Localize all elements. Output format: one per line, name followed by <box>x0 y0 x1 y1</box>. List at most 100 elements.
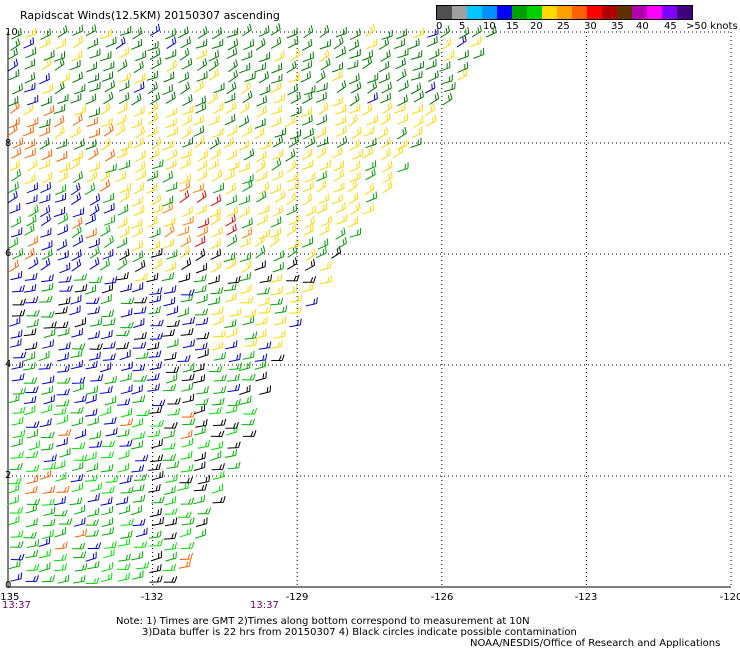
wind-barb <box>86 61 98 73</box>
wind-barb <box>194 342 208 351</box>
wind-barb <box>241 418 256 426</box>
wind-barb <box>194 528 207 539</box>
wind-barb <box>9 506 24 514</box>
wind-barb <box>470 36 482 47</box>
wind-barb <box>11 416 24 426</box>
wind-barb <box>196 71 208 82</box>
wind-barb <box>7 495 19 506</box>
wind-barb <box>10 541 24 548</box>
wind-barb <box>99 179 111 192</box>
wind-barb <box>115 123 126 137</box>
wind-barb <box>132 518 146 527</box>
wind-barb <box>243 148 255 161</box>
wind-barb <box>26 159 38 172</box>
y-tick-label: 10 <box>5 27 18 38</box>
wind-barb <box>182 205 193 218</box>
wind-barb <box>74 105 87 116</box>
wind-barb <box>151 57 162 70</box>
wind-barb <box>242 350 255 360</box>
wind-barb <box>194 235 206 248</box>
wind-barb <box>146 272 159 283</box>
wind-barb <box>146 70 158 81</box>
wind-barb <box>304 258 316 271</box>
wind-barb <box>180 173 191 185</box>
wind-barb <box>182 417 196 426</box>
wind-barb <box>74 394 87 403</box>
wind-barb <box>164 542 177 551</box>
wind-barb <box>381 29 393 40</box>
y-tick-label: 8 <box>5 138 12 149</box>
wind-barb <box>120 486 134 494</box>
wind-barb <box>212 27 223 40</box>
wind-barb <box>197 217 209 229</box>
wind-barb <box>149 23 161 37</box>
wind-barb <box>162 84 173 96</box>
wind-barb <box>41 149 53 161</box>
wind-barb <box>179 47 190 61</box>
wind-barb <box>120 384 133 395</box>
wind-barb <box>149 361 162 371</box>
wind-barb <box>302 51 314 63</box>
wind-barb <box>101 283 113 294</box>
wind-barb <box>162 429 175 439</box>
wind-barb <box>331 246 342 259</box>
wind-barb <box>258 51 271 63</box>
wind-barb <box>55 306 68 315</box>
wind-barb <box>441 37 452 50</box>
wind-barb <box>165 474 178 483</box>
wind-barb <box>70 349 83 358</box>
wind-barb <box>38 549 51 559</box>
wind-barb <box>104 375 117 385</box>
wind-barb <box>72 382 84 393</box>
wind-barb <box>100 137 111 151</box>
wind-barb <box>165 118 177 129</box>
wind-barb <box>87 560 100 570</box>
wind-barb <box>133 541 148 548</box>
wind-barb <box>208 58 219 72</box>
wind-barb <box>270 36 282 49</box>
wind-barb <box>54 193 67 203</box>
wind-barb <box>319 159 331 171</box>
wind-barb <box>316 82 328 93</box>
wind-barb <box>135 150 146 163</box>
wind-barb <box>208 68 219 81</box>
wind-barb <box>286 172 299 183</box>
legend-tick-labels: 0 5 10 15 20 25 30 35 40 45 <box>424 21 734 33</box>
wind-barb <box>242 430 257 437</box>
wind-barb <box>116 147 128 159</box>
wind-barb <box>149 405 163 414</box>
wind-barb <box>209 137 220 150</box>
wind-barb <box>319 24 330 38</box>
wind-barb <box>54 81 65 95</box>
wind-barb <box>9 462 23 470</box>
wind-barb <box>133 296 148 304</box>
wind-barb <box>182 316 195 325</box>
wind-barb <box>181 517 195 526</box>
wind-barb <box>333 36 344 50</box>
wind-barb <box>85 24 97 37</box>
wind-barb <box>8 559 21 570</box>
wind-barb <box>71 258 82 272</box>
wind-barb <box>241 227 253 239</box>
legend-tick-label: 25 <box>557 21 570 32</box>
wind-barb <box>85 529 99 537</box>
wind-barb <box>177 307 189 318</box>
wind-barb <box>254 260 266 271</box>
wind-barb <box>366 115 378 126</box>
wind-barb <box>74 284 88 293</box>
wind-barb <box>254 360 267 370</box>
wind-barb <box>8 259 19 273</box>
wind-barb <box>350 202 361 215</box>
wind-barb <box>228 160 240 171</box>
wind-barb <box>115 36 126 50</box>
wind-barb <box>71 343 86 350</box>
wind-barb <box>101 505 114 516</box>
wind-barb <box>350 81 362 94</box>
wind-barb <box>225 182 237 195</box>
wind-barb <box>397 162 409 173</box>
wind-barb <box>57 224 69 236</box>
wind-barb <box>28 440 40 451</box>
wind-barb <box>258 341 272 350</box>
wind-barb <box>23 37 35 49</box>
wind-barb <box>366 191 377 203</box>
